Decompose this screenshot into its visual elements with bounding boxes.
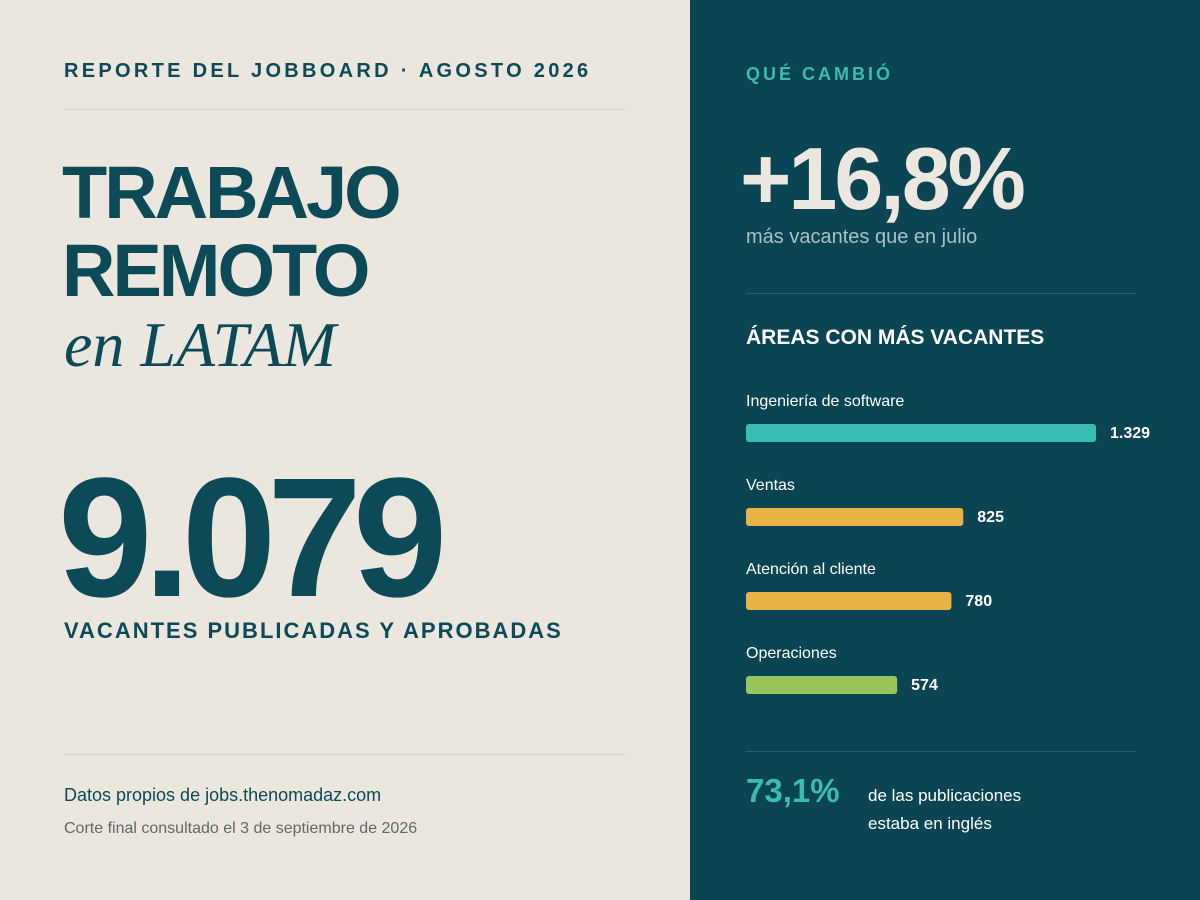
title-line: TRABAJO (62, 151, 402, 234)
kicker: REPORTE DEL JOBBOARD · AGOSTO 2026 (64, 60, 592, 82)
bar (746, 508, 964, 526)
stat-label: VACANTES PUBLICADAS Y APROBADAS (64, 618, 563, 643)
divider (746, 751, 1136, 752)
title-line: en LATAM (64, 309, 336, 380)
divider (64, 754, 625, 755)
change-value: +16,8% (740, 129, 1026, 228)
bar-chart: Ingeniería de software 1.329 Ventas 825 Aten… (746, 393, 1150, 694)
right-panel (690, 0, 1200, 900)
english-share: 73,1% (746, 772, 840, 809)
source: Datos propios de jobs.thenomadaz.com (64, 785, 382, 805)
change-note: más vacantes que en julio (746, 226, 978, 248)
bar-value-label: 1.329 (1110, 425, 1150, 442)
english-note: estaba en inglés (868, 814, 992, 833)
chart-title: ÁREAS CON MÁS VACANTES (746, 326, 1045, 349)
bar-category: Ventas (746, 477, 795, 494)
english-note: de las publicaciones (868, 786, 1022, 805)
divider (746, 293, 1136, 294)
divider (64, 109, 625, 110)
bar-category: Ingeniería de software (746, 393, 904, 410)
bar (746, 424, 1096, 442)
stat-value: 9.079 (58, 443, 447, 633)
bar (746, 676, 898, 694)
bar-value-label: 780 (965, 593, 992, 610)
panel-kicker: QUÉ CAMBIÓ (746, 64, 893, 84)
bar-category: Atención al cliente (746, 561, 876, 578)
bar (746, 592, 952, 610)
title-line: REMOTO (62, 229, 370, 312)
bar-category: Operaciones (746, 645, 837, 662)
bar-value-label: 574 (911, 677, 938, 694)
note: Corte final consultado el 3 de septiembr… (64, 820, 418, 837)
bar-value-label: 825 (977, 509, 1004, 526)
